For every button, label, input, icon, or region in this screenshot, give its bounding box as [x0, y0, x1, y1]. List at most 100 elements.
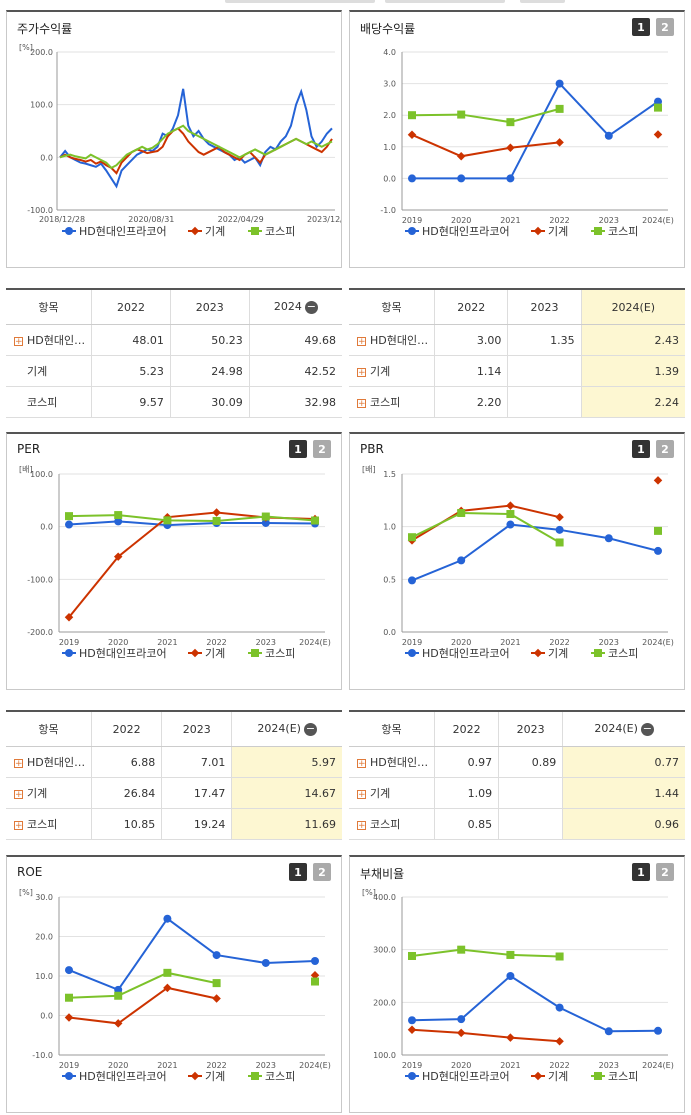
- view-1-button[interactable]: 1: [289, 440, 307, 458]
- x-tick-label: 2023: [599, 216, 619, 225]
- data-point: [555, 1037, 564, 1046]
- data-point: [310, 970, 320, 980]
- legend-label: 코스피: [608, 225, 638, 238]
- top-tab-stub: [385, 0, 505, 3]
- view-1-button[interactable]: 1: [632, 440, 650, 458]
- data-point: [212, 979, 221, 988]
- dividend-yield-chart: 4.0 3.0 2.0 1.0 0.0 -1.0 2019 2020 2021 2022 2023 2…: [380, 48, 673, 238]
- legend-label: 코스피: [265, 647, 295, 660]
- data-point: [604, 131, 613, 140]
- data-point: [113, 552, 123, 561]
- data-point: [163, 516, 172, 525]
- view-2-button[interactable]: 2: [656, 863, 674, 881]
- col-header: 2024(E): [581, 289, 685, 325]
- y-tick-label: 0.0: [383, 174, 396, 183]
- legend-label: 기계: [205, 225, 225, 238]
- expand-icon[interactable]: +: [357, 336, 366, 347]
- data-point: [408, 111, 416, 120]
- x-tick-label: 2021: [500, 638, 520, 647]
- table-row: 기계 5.23 24.98 42.52: [6, 355, 342, 387]
- col-header: 2023: [498, 711, 564, 747]
- legend-label: 코스피: [608, 647, 638, 660]
- x-tick-label: 2024(E): [642, 1061, 674, 1070]
- view-1-button[interactable]: 1: [632, 863, 650, 881]
- x-tick-label: 2023: [256, 638, 276, 647]
- expand-icon[interactable]: +: [14, 789, 23, 800]
- y-tick-label: -100.0: [27, 206, 53, 215]
- view-1-button[interactable]: 1: [632, 18, 650, 36]
- data-point: [555, 512, 564, 522]
- col-header: 항목: [6, 711, 93, 747]
- y-tick-label: 20.0: [35, 933, 53, 942]
- series-line: [68, 971, 217, 999]
- data-point: [64, 1013, 74, 1022]
- x-tick-label: 2019: [59, 638, 79, 647]
- y-tick-label: 10.0: [35, 972, 53, 981]
- series-line: [411, 107, 560, 124]
- data-point: [604, 1027, 613, 1036]
- view-1-button[interactable]: 1: [289, 863, 307, 881]
- x-tick-label: 2022: [549, 1061, 569, 1070]
- data-point: [653, 476, 663, 485]
- view-2-button[interactable]: 2: [313, 863, 331, 881]
- data-point: [457, 1015, 466, 1024]
- expand-icon[interactable]: +: [14, 758, 23, 769]
- expand-icon[interactable]: +: [357, 820, 366, 831]
- legend-label: 기계: [548, 647, 568, 660]
- data-point: [163, 914, 172, 923]
- x-tick-label: 2023: [599, 1061, 619, 1070]
- collapse-icon[interactable]: −: [640, 721, 654, 736]
- table-row: 코스피 9.57 30.09 32.98: [6, 386, 342, 418]
- expand-icon[interactable]: +: [14, 336, 23, 347]
- legend-label: HD현대인프라코어: [422, 225, 510, 238]
- expand-icon[interactable]: +: [14, 820, 23, 831]
- x-tick-label: 2022: [206, 1061, 226, 1070]
- data-point: [457, 945, 466, 954]
- col-header: 2022: [91, 711, 163, 747]
- x-tick-label: 2020: [451, 216, 471, 225]
- table-row: + 기계 1.14 1.39: [349, 355, 685, 387]
- x-tick-label: 2020/08/31: [128, 215, 174, 224]
- col-header: 2022: [434, 711, 500, 747]
- collapse-icon[interactable]: −: [303, 721, 317, 736]
- per-table: 항목 2022 2023 2024(E) − + HD현대인… 6.88 7.01 5.97 +…: [6, 710, 342, 840]
- x-tick-label: 2022: [206, 638, 226, 647]
- expand-icon[interactable]: +: [357, 789, 366, 800]
- collapse-icon[interactable]: −: [304, 299, 318, 314]
- panel-title: PBR: [360, 442, 384, 456]
- view-2-button[interactable]: 2: [656, 18, 674, 36]
- table-row: + 기계 1.09 1.44: [349, 777, 685, 809]
- stock-return-panel: 주가수익률 [%] 200.0 100.0 0.0 -100.0 2018/12/28 20…: [6, 10, 342, 268]
- expand-icon[interactable]: +: [357, 367, 366, 378]
- data-point: [555, 138, 564, 147]
- y-tick-label: 1.0: [383, 143, 396, 152]
- expand-icon[interactable]: +: [357, 398, 366, 409]
- data-point: [212, 994, 221, 1003]
- legend-label: 코스피: [265, 225, 295, 238]
- x-tick-label: 2022/04/29: [218, 215, 264, 224]
- pbr-chart: [배] 1.5 1.0 0.5 0.0 2019 2020 2021 2022 2023 2024(…: [362, 465, 674, 660]
- series-line: [59, 124, 333, 170]
- series-line: [59, 88, 333, 189]
- table-row: + 코스피 2.20 2.24: [349, 386, 685, 418]
- data-point: [654, 97, 662, 106]
- table-row: + HD현대인… 6.88 7.01 5.97: [6, 746, 342, 778]
- legend-label: 기계: [205, 647, 225, 660]
- series-line: [68, 520, 316, 527]
- debt-ratio-chart: [%]400.0 300.0 200.0 100.0 2019 2020 2021 2022 2…: [362, 888, 674, 1083]
- data-point: [456, 152, 466, 161]
- col-header: 2024(E) −: [231, 711, 342, 747]
- y-tick-label: -200.0: [27, 628, 53, 637]
- data-point: [506, 118, 515, 127]
- y-tick-label: 3.0: [383, 80, 396, 89]
- data-point: [261, 518, 270, 527]
- data-point: [457, 174, 466, 183]
- view-2-button[interactable]: 2: [313, 440, 331, 458]
- data-point: [408, 174, 416, 183]
- data-point: [311, 516, 319, 525]
- data-point: [506, 174, 515, 183]
- view-2-button[interactable]: 2: [656, 440, 674, 458]
- expand-icon[interactable]: +: [357, 758, 366, 769]
- data-point: [555, 538, 564, 547]
